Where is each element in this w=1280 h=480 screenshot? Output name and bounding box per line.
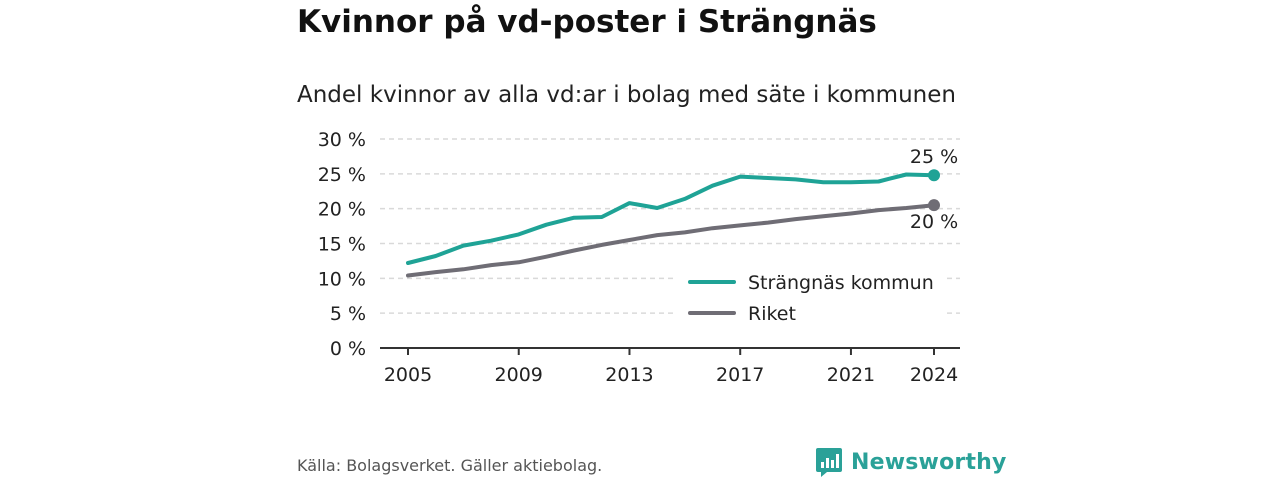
x-tick-label: 2024	[910, 364, 958, 386]
line-chart: 0 %5 %10 %15 %20 %25 %30 % 2005 2009 2013 2…	[318, 129, 960, 386]
x-tick-label: 2017	[716, 364, 764, 386]
x-tick-label: 2021	[827, 364, 875, 386]
series-line	[406, 203, 936, 278]
end-value-label: 25 %	[910, 146, 958, 168]
series-line	[406, 172, 936, 265]
x-tick-label: 2009	[495, 364, 543, 386]
legend-background	[676, 264, 946, 328]
series-end-point	[928, 169, 940, 182]
y-tick-label: 10 %	[318, 268, 366, 290]
grid-lines	[380, 138, 960, 314]
end-labels: 25 % 20 %	[910, 146, 958, 233]
brand-logo: Newsworthy	[815, 446, 1007, 478]
chart-subtitle: Andel kvinnor av alla vd:ar i bolag med …	[297, 82, 956, 108]
newsworthy-logo-icon	[816, 448, 842, 477]
legend: Strängnäs kommun Riket	[676, 264, 946, 328]
series-lines	[406, 169, 940, 278]
y-tick-label: 15 %	[318, 234, 366, 256]
y-tick-label: 5 %	[330, 303, 366, 325]
source-note: Källa: Bolagsverket. Gäller aktiebolag.	[297, 456, 603, 475]
x-tick-label: 2013	[605, 364, 653, 386]
y-tick-label: 20 %	[318, 199, 366, 221]
legend-label: Strängnäs kommun	[748, 272, 934, 294]
chart-title: Kvinnor på vd-poster i Strängnäs	[297, 4, 877, 40]
end-value-label: 20 %	[910, 211, 958, 233]
y-axis-ticks: 0 % 5 % 10 % 15 % 20 % 25 % 30 %	[318, 129, 366, 360]
x-tick-label: 2005	[384, 364, 432, 386]
brand-name: Newsworthy	[851, 449, 1007, 475]
y-tick-label: 30 %	[318, 129, 366, 151]
y-tick-label: 0 %	[330, 338, 366, 360]
legend-label: Riket	[748, 303, 796, 325]
x-axis: 2005 2009 2013 2017 2021 2024	[380, 347, 960, 386]
y-tick-label: 25 %	[318, 164, 366, 186]
series-end-point	[928, 199, 940, 212]
